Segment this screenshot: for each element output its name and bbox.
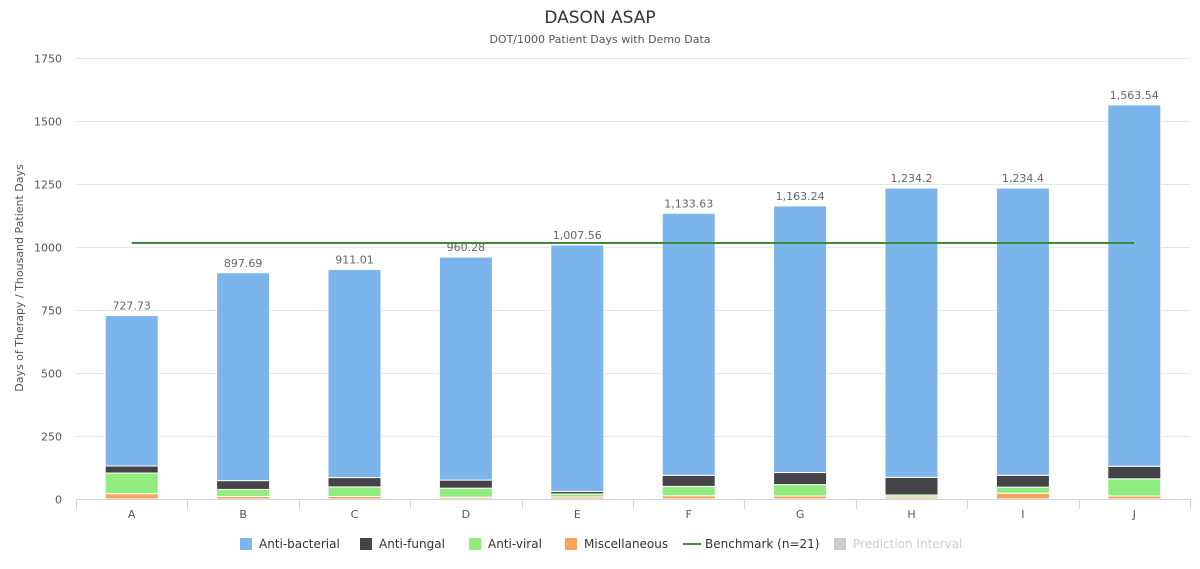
data-label-j: 1,563.54 [1110, 89, 1159, 102]
bar-segment-anti-fungal-h [884, 476, 939, 496]
legend-label: Anti-bacterial [259, 537, 340, 551]
data-label-d: 960.28 [447, 241, 486, 254]
data-labels: 727.73 897.69 911.01 960.28 1,007.56 1,133.63… [112, 89, 1158, 313]
bar-segment-miscellaneous-i [995, 492, 1050, 500]
legend-item-miscellaneous[interactable]: Miscellaneous [565, 537, 668, 551]
bar-segment-anti-fungal-i [995, 474, 1050, 488]
bar-segment-anti-bacterial-j [1107, 104, 1162, 467]
x-tick-label-g: G [796, 508, 805, 521]
bar-segment-anti-viral-c [327, 486, 382, 497]
bar-segment-anti-bacterial-f [661, 212, 716, 476]
x-tick-label-e: E [574, 508, 581, 521]
legend-swatch [469, 538, 481, 550]
bar-segment-anti-fungal-a [104, 465, 159, 474]
bar-segment-anti-fungal-g [773, 472, 828, 486]
bar-segment-anti-bacterial-h [884, 187, 939, 478]
legend-label: Miscellaneous [584, 537, 668, 551]
chart-subtitle: DOT/1000 Patient Days with Demo Data [489, 33, 710, 46]
bar-segment-anti-viral-d [438, 487, 493, 498]
y-tick-label: 1250 [34, 179, 62, 192]
y-tick-label: 1500 [34, 116, 62, 129]
bar-segment-anti-bacterial-g [773, 205, 828, 474]
legend-label: Benchmark (n=21) [705, 537, 819, 551]
legend-item-anti-viral[interactable]: Anti-viral [469, 537, 542, 551]
bar-segment-anti-bacterial-i [995, 187, 1050, 476]
data-label-c: 911.01 [335, 253, 374, 266]
bar-segment-anti-bacterial-d [438, 256, 493, 481]
data-label-e: 1,007.56 [553, 229, 602, 242]
y-tick-label: 250 [41, 431, 62, 444]
x-tick-label-f: F [686, 508, 692, 521]
x-axis: A B C D E F G H I J [76, 499, 1191, 521]
bar-segment-anti-bacterial-c [327, 268, 382, 479]
legend-item-anti-fungal[interactable]: Anti-fungal [360, 537, 445, 551]
bars [104, 104, 1162, 500]
data-label-f: 1,133.63 [664, 197, 713, 210]
x-tick-label-d: D [462, 508, 470, 521]
bar-segment-anti-viral-g [773, 484, 828, 497]
y-axis-ticks: 0 250 500 750 1000 1250 1500 1750 [34, 53, 62, 507]
x-tick-label-h: H [907, 508, 915, 521]
bar-segment-anti-viral-a [104, 472, 159, 495]
x-tick-label-c: C [351, 508, 359, 521]
legend-label: Anti-viral [488, 537, 542, 551]
legend-swatch [834, 538, 846, 550]
y-tick-label: 1750 [34, 53, 62, 66]
y-axis-title: Days of Therapy / Thousand Patient Days [13, 164, 26, 392]
y-tick-label: 1000 [34, 242, 62, 255]
legend-item-prediction-interval[interactable]: Prediction Interval [834, 537, 962, 551]
bar-segment-anti-viral-i [995, 486, 1050, 494]
y-tick-label: 750 [41, 305, 62, 318]
bar-segment-anti-viral-j [1107, 478, 1162, 497]
x-tick-label-i: I [1021, 508, 1024, 521]
x-tick-label-j: J [1132, 508, 1136, 521]
x-tick-label-a: A [128, 508, 136, 521]
y-tick-label: 0 [55, 494, 62, 507]
bar-segment-anti-fungal-b [216, 480, 271, 490]
legend-swatch [565, 538, 577, 550]
bar-segment-miscellaneous-a [104, 493, 159, 500]
bar-segment-anti-fungal-d [438, 479, 493, 489]
bar-segment-anti-bacterial-e [550, 244, 605, 492]
bar-segment-anti-fungal-f [661, 474, 716, 487]
data-label-h: 1,234.2 [891, 172, 933, 185]
data-label-b: 897.69 [224, 257, 263, 270]
bar-segment-anti-bacterial-b [216, 272, 271, 482]
legend-item-anti-bacterial[interactable]: Anti-bacterial [240, 537, 340, 551]
bar-segment-anti-fungal-j [1107, 465, 1162, 480]
legend-item-benchmark-n-21[interactable]: Benchmark (n=21) [683, 537, 819, 551]
legend-swatch [240, 538, 252, 550]
data-label-a: 727.73 [112, 300, 151, 313]
bar-segment-anti-viral-f [661, 485, 716, 497]
legend: Anti-bacterial Anti-fungal Anti-viral Misce… [240, 537, 962, 551]
bar-segment-anti-fungal-c [327, 477, 382, 488]
chart-title: DASON ASAP [544, 8, 655, 28]
data-label-g: 1,163.24 [776, 190, 825, 203]
x-tick-label-b: B [239, 508, 247, 521]
legend-swatch [360, 538, 372, 550]
y-tick-label: 500 [41, 368, 62, 381]
bar-segment-anti-bacterial-a [104, 315, 159, 467]
legend-label: Prediction Interval [853, 537, 962, 551]
legend-label: Anti-fungal [379, 537, 445, 551]
data-label-i: 1,234.4 [1002, 172, 1044, 185]
bar-segment-anti-viral-b [216, 488, 271, 497]
